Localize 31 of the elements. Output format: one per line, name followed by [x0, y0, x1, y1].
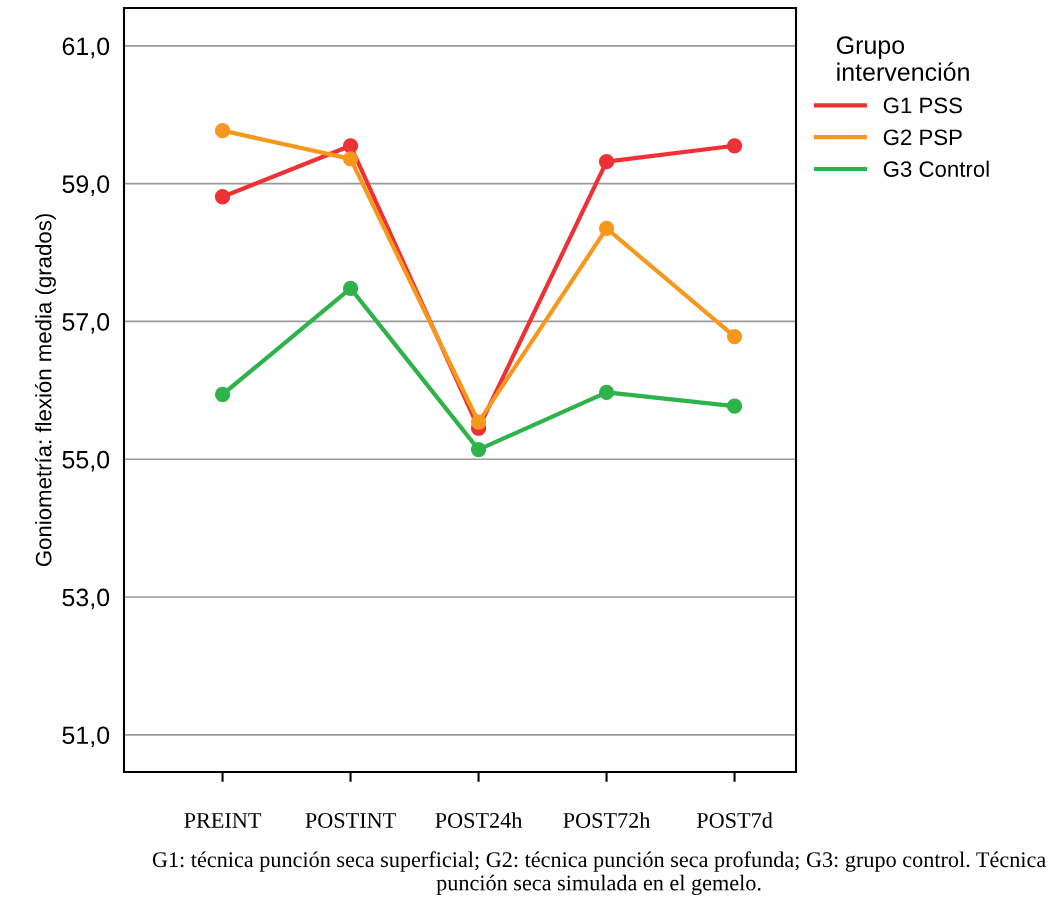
point [214, 122, 231, 139]
legend-title: Grupo intervención [836, 36, 969, 81]
y-axis-title: Goniometría: flexión media (grados) [34, 214, 56, 567]
point [342, 280, 359, 297]
y-tick-label: 61,0 [62, 37, 110, 59]
point [342, 138, 359, 154]
y-tick-label: 59,0 [62, 175, 110, 196]
point [598, 384, 615, 401]
text: G1: técnica punción seca superficial; G2: técnica punción seca profunda; G3: grupo control. Técnica punción seca simulada en el gemelo. [152, 851, 1046, 896]
point [726, 328, 743, 345]
y-tick-label: 55,0 [62, 450, 110, 472]
legend-label: G2 PSP [883, 129, 962, 146]
point [598, 220, 615, 237]
point [470, 441, 487, 458]
x-tick-label: POSTINT [305, 812, 396, 828]
point [726, 398, 743, 414]
y-tick-label: 53,0 [62, 588, 110, 610]
point [598, 153, 615, 170]
x-tick-label: POST72h [563, 812, 651, 828]
x-tick-label: POST24h [435, 812, 523, 828]
x-tick-label: POST7d [696, 812, 773, 828]
point [214, 189, 231, 205]
y-tick-label: 51,0 [62, 726, 110, 748]
point [214, 386, 231, 403]
x-tick-label: PREINT [184, 813, 262, 828]
point [342, 151, 359, 167]
point [470, 414, 487, 430]
point [726, 138, 743, 154]
legend-label: G3 Control [883, 160, 989, 177]
legend-label: G1 PSS [883, 97, 962, 114]
y-tick-label: 57,0 [62, 313, 110, 334]
